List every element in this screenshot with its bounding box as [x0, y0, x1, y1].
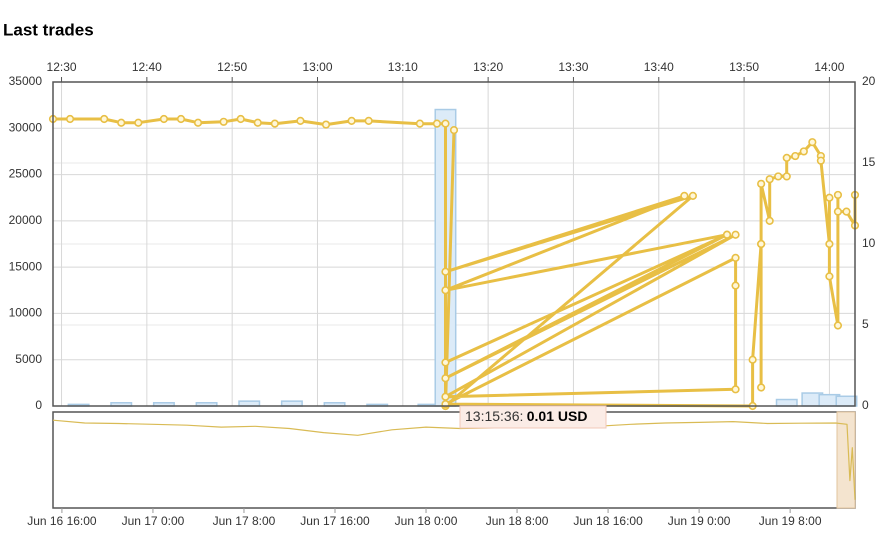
y-tick-label: 30000	[9, 120, 43, 134]
y2-tick-label: 0	[862, 398, 869, 412]
x-tick-label: 14:00	[814, 60, 844, 74]
nav-x-tick-label: Jun 17 8:00	[213, 514, 276, 528]
trade-marker	[816, 156, 825, 165]
nav-x-tick-label: Jun 18 16:00	[573, 514, 643, 528]
x-tick-label: 12:40	[132, 60, 162, 74]
trade-marker	[833, 207, 843, 216]
x-tick-label: 13:30	[558, 60, 588, 74]
tooltip-value: 0.01 USD	[527, 408, 588, 424]
trade-marker	[782, 153, 791, 163]
nav-x-tick-label: Jun 18 8:00	[486, 514, 549, 528]
tooltip-box	[459, 405, 607, 429]
x-tick-label: 13:50	[729, 60, 759, 74]
nav-x-tick-label: Jun 16 16:00	[27, 514, 97, 528]
trade-marker	[757, 383, 766, 392]
chart-title: Last trades	[3, 20, 94, 39]
trade-marker	[432, 119, 442, 128]
trade-marker	[833, 190, 843, 200]
y2-tick-label: 5	[862, 317, 869, 331]
trade-marker	[176, 114, 186, 124]
y2-tick-label: 15	[862, 155, 876, 169]
y-tick-label: 25000	[9, 167, 43, 181]
trade-marker	[441, 267, 450, 276]
x-tick-label: 13:00	[302, 60, 332, 74]
trade-marker	[748, 355, 757, 364]
y-tick-label: 35000	[9, 74, 43, 88]
navigator-frame	[52, 411, 856, 509]
y2-tick-label: 20	[862, 74, 876, 88]
trade-marker	[159, 114, 169, 124]
trade-marker	[680, 191, 689, 200]
trade-marker	[134, 118, 143, 127]
trade-marker	[117, 118, 126, 127]
trade-marker	[731, 281, 740, 290]
trade-marker	[441, 374, 450, 383]
x-tick-label: 12:30	[47, 60, 77, 74]
y2-tick-label: 10	[862, 236, 876, 250]
volume-bar	[835, 395, 858, 407]
trade-marker	[757, 179, 766, 188]
y-tick-label: 5000	[15, 352, 42, 366]
trade-marker	[441, 358, 450, 367]
trade-marker	[441, 286, 450, 295]
trade-marker	[193, 118, 203, 127]
trade-marker	[347, 116, 356, 125]
nav-x-tick-label: Jun 18 0:00	[395, 514, 458, 528]
trade-marker	[765, 216, 774, 225]
trade-marker	[449, 126, 459, 135]
trade-marker	[765, 175, 774, 184]
trade-marker	[808, 138, 817, 147]
y-tick-label: 15000	[9, 259, 43, 273]
trade-marker	[441, 119, 450, 128]
tooltip-text: 13:15:36: 0.01 USD	[465, 408, 587, 424]
trade-marker	[688, 191, 697, 200]
tooltip-time: 13:15:36:	[465, 408, 523, 424]
trade-marker	[321, 120, 331, 129]
price-line	[52, 419, 856, 500]
volume-bar	[775, 398, 798, 407]
navigator-selection	[836, 411, 856, 509]
trade-marker	[774, 172, 783, 181]
plot-frame	[52, 81, 856, 407]
trade-marker	[65, 114, 75, 124]
trade-marker	[825, 272, 834, 281]
trade-marker	[219, 117, 228, 126]
trade-marker	[441, 392, 450, 401]
trade-marker	[833, 321, 843, 330]
nav-x-tick-label: Jun 19 0:00	[668, 514, 731, 528]
trade-marker	[253, 118, 262, 127]
nav-x-tick-label: Jun 17 0:00	[122, 514, 185, 528]
trade-marker	[731, 230, 740, 239]
trade-marker	[296, 116, 305, 125]
y-tick-label: 20000	[9, 213, 43, 227]
x-tick-label: 13:40	[644, 60, 674, 74]
y-tick-label: 10000	[9, 306, 43, 320]
trade-marker	[731, 385, 740, 394]
navigator: Jun 16 16:00 Jun 17 0:00 Jun 17 8:00 Jun 17…	[27, 419, 856, 528]
y-tick-label: 0	[35, 398, 42, 412]
trade-marker	[722, 230, 732, 239]
trade-marker	[782, 172, 791, 181]
trade-marker	[757, 239, 766, 249]
trade-marker	[415, 119, 424, 128]
nav-x-tick-label: Jun 17 16:00	[300, 514, 370, 528]
trade-marker	[842, 207, 851, 216]
trade-marker	[825, 239, 834, 249]
trade-marker	[825, 193, 834, 202]
trade-marker	[236, 114, 245, 124]
x-tick-label: 13:10	[388, 60, 418, 74]
trade-marker	[799, 147, 808, 156]
nav-x-tick-label: Jun 19 8:00	[759, 514, 822, 528]
tooltip: 13:15:36: 0.01 USD	[459, 405, 607, 429]
trade-marker	[270, 119, 279, 128]
trade-marker	[791, 151, 800, 161]
trade-marker	[731, 253, 740, 262]
x-tick-label: 12:50	[217, 60, 247, 74]
trade-marker	[364, 116, 373, 125]
x-tick-label: 13:20	[473, 60, 503, 74]
trade-marker	[100, 114, 109, 124]
